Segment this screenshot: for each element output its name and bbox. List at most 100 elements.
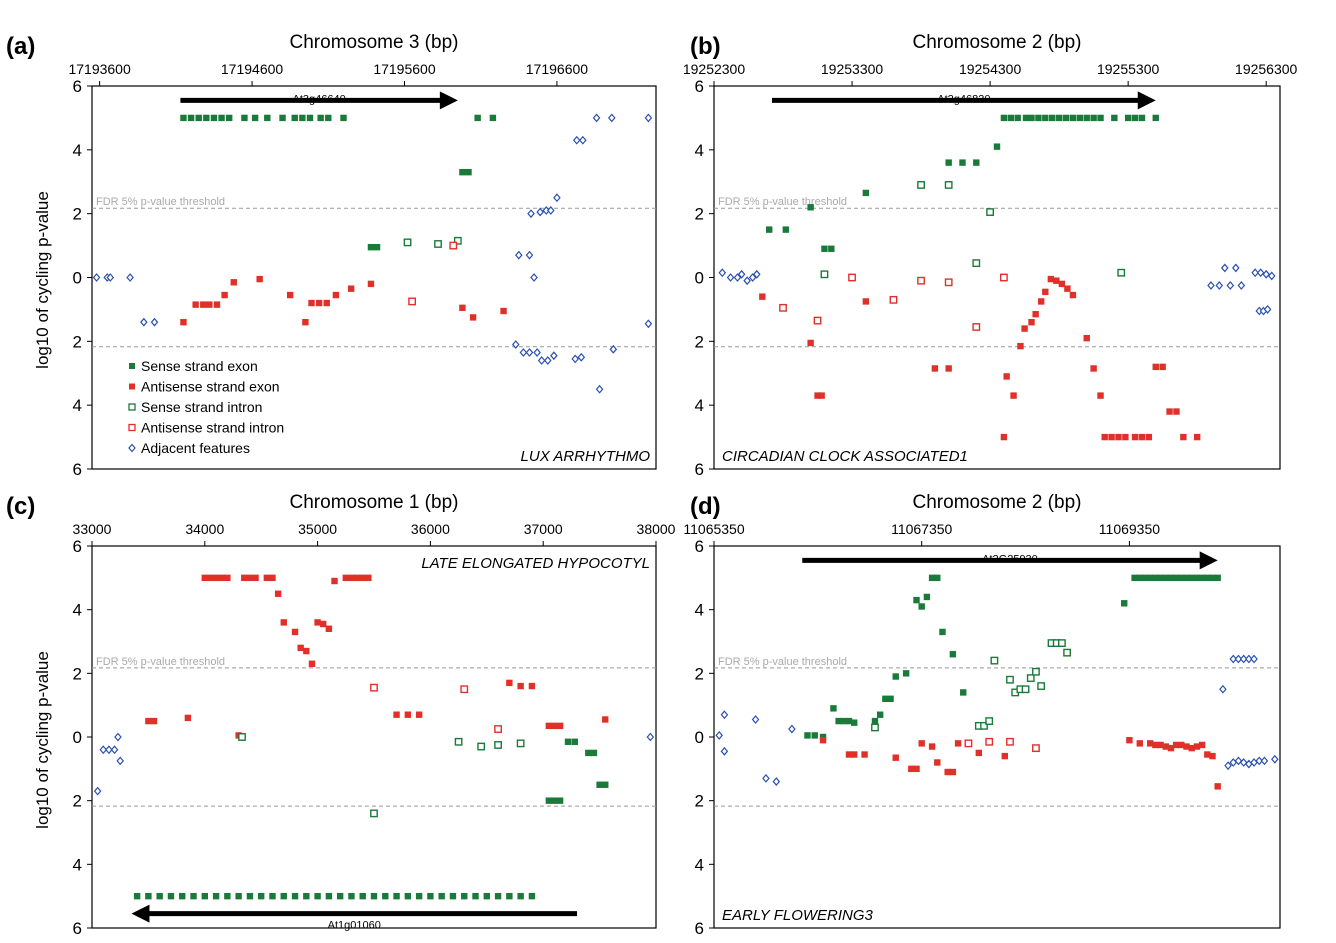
point-sense-exon (590, 749, 598, 757)
point-sense-intron (1026, 674, 1035, 683)
chart-panel: (c) Chromosome 1 (bp) 33000 34000 35000 36000… (6, 492, 676, 938)
point-sense-exon (821, 245, 828, 252)
point-sense-exon (1083, 114, 1090, 122)
y-tick-label: 4 (73, 601, 82, 620)
y-tick-label: 0 (73, 269, 82, 288)
legend-label: Antisense strand intron (141, 420, 284, 436)
gene-id-label: At2G25930 (982, 553, 1038, 565)
point-sense-exon (212, 892, 220, 900)
y-tick-label: 6 (695, 77, 704, 96)
legend-marker (129, 383, 135, 390)
point-antisense-exon (1193, 433, 1201, 441)
point-antisense-exon (1108, 433, 1115, 441)
point-sense-exon (1121, 600, 1128, 607)
point-antisense-exon (818, 392, 825, 399)
point-antisense-exon (308, 299, 315, 307)
point-adjacent (644, 319, 653, 329)
point-antisense-intron (1006, 737, 1014, 746)
point-antisense-exon (367, 280, 375, 288)
point-sense-exon (1014, 114, 1021, 122)
point-antisense-exon (274, 590, 282, 597)
point-sense-intron (516, 739, 525, 748)
point-antisense-exon (500, 307, 507, 315)
point-antisense-exon (1001, 752, 1008, 760)
point-sense-exon (959, 159, 966, 166)
point-antisense-exon (1152, 363, 1159, 371)
point-antisense-exon (269, 574, 276, 582)
point-sense-exon (494, 892, 502, 900)
point-sense-exon (180, 114, 187, 122)
point-sense-exon (928, 574, 936, 582)
point-antisense-exon (1173, 408, 1180, 415)
point-antisense-intron (779, 303, 787, 312)
point-sense-exon (201, 892, 208, 900)
point-sense-exon (224, 892, 231, 900)
gene-arrow-head (131, 904, 150, 923)
point-adjacent (525, 348, 534, 357)
plot-frame (713, 545, 1281, 929)
point-adjacent (1250, 654, 1258, 664)
point-sense-exon (1152, 574, 1159, 582)
point-adjacent (646, 732, 655, 742)
x-tick-label: 19253300 (821, 61, 884, 77)
point-sense-intron (1117, 268, 1126, 277)
point-sense-exon (845, 717, 853, 725)
point-antisense-exon (192, 301, 199, 308)
point-antisense-exon (200, 301, 207, 308)
point-antisense-exon (1101, 433, 1108, 441)
point-sense-exon (782, 226, 789, 233)
point-antisense-exon (1178, 741, 1185, 749)
point-antisense-exon (851, 751, 858, 758)
point-antisense-exon (469, 314, 477, 321)
point-sense-exon (1136, 574, 1143, 582)
point-sense-exon (973, 159, 980, 166)
point-adjacent (572, 135, 581, 145)
point-sense-exon (949, 651, 957, 658)
point-sense-exon (528, 892, 536, 900)
x-tick-label: 11069350 (1099, 521, 1160, 537)
point-antisense-intron (889, 295, 898, 304)
point-sense-exon (1035, 114, 1042, 122)
point-sense-exon (892, 673, 899, 680)
point-sense-exon (851, 719, 858, 726)
point-sense-exon (918, 603, 925, 610)
x-tick-label: 33000 (73, 521, 112, 537)
point-sense-exon (1146, 574, 1154, 582)
point-sense-exon (340, 114, 347, 122)
point-adjacent (772, 777, 781, 786)
point-sense-exon (596, 781, 603, 788)
point-sense-exon (269, 892, 276, 900)
point-adjacent (537, 356, 546, 365)
point-sense-exon (325, 892, 333, 900)
point-antisense-exon (241, 574, 248, 582)
point-sense-exon (1183, 574, 1190, 582)
gene-name: EARLY FLOWERING3 (722, 907, 874, 924)
point-antisense-exon (819, 736, 827, 744)
point-sense-exon (585, 749, 592, 757)
point-antisense-intron (985, 737, 994, 746)
point-antisense-exon (180, 318, 187, 326)
x-tick-label: 34000 (185, 521, 224, 537)
point-sense-intron (453, 236, 462, 245)
point-antisense-intron (1000, 273, 1008, 282)
point-antisense-intron (460, 685, 469, 694)
point-antisense-exon (759, 293, 766, 300)
point-antisense-exon (145, 717, 152, 725)
point-sense-exon (279, 114, 286, 122)
point-sense-intron (1037, 682, 1046, 690)
point-antisense-exon (1000, 433, 1008, 441)
x-tick-label: 17194600 (221, 61, 284, 77)
point-antisense-exon (184, 714, 192, 722)
point-sense-exon (913, 596, 920, 604)
point-antisense-exon (291, 628, 299, 636)
point-antisense-exon (1172, 741, 1180, 749)
point-sense-exon (241, 114, 248, 122)
y-tick-label: 6 (73, 77, 82, 96)
point-antisense-exon (545, 722, 553, 730)
point-sense-exon (325, 114, 332, 122)
threshold-label: FDR 5% p-value threshold (96, 656, 225, 668)
point-sense-exon (317, 114, 324, 122)
threshold-label: FDR 5% p-value threshold (96, 196, 225, 208)
point-antisense-exon (1167, 744, 1175, 752)
point-antisense-exon (218, 574, 225, 582)
